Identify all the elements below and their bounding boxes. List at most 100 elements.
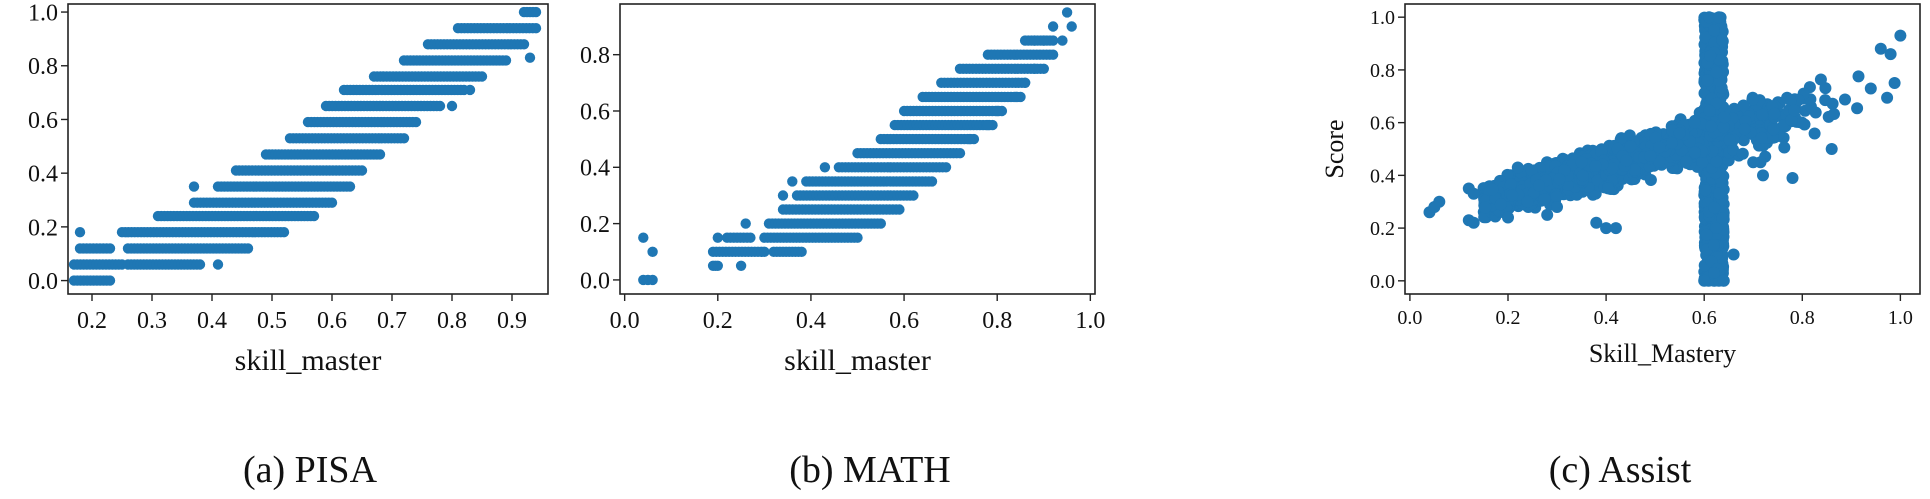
data-point: [647, 246, 658, 257]
data-point: [740, 218, 751, 229]
data-point: [787, 176, 798, 187]
data-point-vertical-cluster: [1707, 239, 1720, 251]
chart-assist: 0.0 0.2 0.4 0.6 0.8 1.0 0.0 0.2 0.4 0.6 0.8 1.0 Skil…: [1320, 3, 1921, 368]
data-point-trend-cluster: [1703, 104, 1716, 117]
data-point-trend-cluster: [1606, 162, 1619, 175]
data-point: [964, 133, 975, 145]
data-point-trend-cluster: [1864, 82, 1877, 95]
plot-frame: [619, 3, 1096, 295]
chart-caption-math: (b) MATH: [789, 449, 951, 491]
data-point-band-16: [500, 55, 512, 66]
data-point-trend-cluster: [1589, 160, 1602, 172]
data-point: [1521, 195, 1534, 208]
data-point-trend-cluster: [1723, 134, 1736, 146]
data-point-trend-cluster: [1839, 93, 1851, 106]
data-point: [1511, 161, 1524, 174]
data-point-band-1: [759, 246, 770, 257]
plot-frame: [1404, 3, 1921, 295]
data-point-vertical-cluster: [1701, 74, 1714, 87]
data-point-trend-cluster: [1504, 178, 1517, 191]
x-tick-label: 0.0: [610, 308, 640, 334]
data-point-band-3: [104, 243, 116, 254]
data-point-band-7: [908, 190, 919, 201]
data-point-trend-cluster: [1788, 104, 1801, 117]
data-point-trend-cluster: [1525, 164, 1538, 177]
x-tick-label: 0.4: [1594, 307, 1619, 329]
data-point-trend-cluster: [1494, 198, 1507, 211]
data-point-trend-cluster: [1738, 123, 1751, 136]
x-axis-label: skill_master: [784, 344, 931, 377]
x-tick-label: 0.2: [1496, 307, 1521, 329]
data-point-trend-cluster: [1643, 160, 1656, 173]
chart-math: 0.0 0.2 0.4 0.6 0.8 1.0 0.0 0.2 0.4 0.6 0.8 skill_m…: [580, 3, 1105, 377]
y-tick-label: 0.8: [580, 43, 610, 69]
data-point: [1029, 35, 1040, 46]
data-point: [1786, 172, 1799, 184]
data-point-trend-cluster: [1479, 201, 1492, 214]
data-point: [712, 232, 723, 243]
data-point-trend-cluster: [1696, 156, 1709, 169]
data-point-trend-cluster: [1828, 108, 1840, 120]
chart-pisa: 0.2 0.3 0.4 0.5 0.6 0.7 0.8 0.9 0.0 0.2 0.4 0.6 0.8 1…: [0, 0, 549, 377]
data-point: [1019, 77, 1031, 89]
data-point-trend-cluster: [1576, 169, 1589, 182]
data-point-band-3: [745, 232, 756, 243]
y-tick-label: 0.6: [1370, 113, 1395, 135]
data-point: [1047, 21, 1059, 32]
chart-caption-assist: (c) Assist: [1548, 449, 1692, 491]
data-point: [647, 274, 658, 286]
y-axis-label: Score: [1320, 119, 1349, 178]
data-point-trend-cluster: [1533, 179, 1545, 192]
data-point-band-2: [194, 259, 206, 270]
data-points: [638, 7, 1077, 286]
data-point: [1467, 216, 1480, 229]
y-tick-label: 0.4: [1370, 165, 1395, 187]
data-point: [777, 190, 789, 201]
data-point-trend-cluster: [1649, 131, 1662, 144]
data-point: [1757, 169, 1769, 182]
data-point-trend-cluster: [1561, 179, 1574, 191]
data-point: [992, 105, 1003, 117]
data-point-trend-cluster: [1486, 183, 1499, 196]
data-point: [819, 162, 831, 173]
data-point-band-9: [940, 162, 952, 173]
data-point-trend-cluster: [1736, 147, 1749, 160]
data-point-trend-cluster: [1653, 141, 1666, 154]
data-point: [1703, 11, 1716, 24]
x-tick-label: 0.4: [197, 308, 227, 334]
data-point: [1673, 127, 1686, 140]
data-point: [1010, 91, 1021, 103]
data-point: [1066, 21, 1077, 32]
data-point: [1747, 156, 1760, 169]
data-points: [68, 6, 542, 286]
data-point-trend-cluster: [1558, 164, 1571, 177]
data-point-trend-cluster: [1784, 94, 1797, 107]
data-point-vertical-cluster: [1699, 31, 1712, 44]
data-point: [1708, 266, 1720, 279]
data-point: [1712, 11, 1725, 24]
y-tick-label: 0.0: [1370, 271, 1395, 293]
data-point: [188, 181, 200, 192]
data-points: [1423, 11, 1907, 287]
data-point-trend-cluster: [1809, 106, 1822, 119]
data-point-band-9: [356, 165, 368, 176]
data-point-trend-cluster: [1746, 93, 1759, 106]
x-tick-label: 0.2: [703, 308, 733, 334]
x-tick-label: 0.5: [257, 308, 287, 334]
data-point: [1057, 35, 1068, 46]
data-point-band-17: [518, 39, 530, 50]
data-point-band-18: [1047, 35, 1059, 46]
data-point: [1541, 208, 1554, 221]
data-point-band-16: [1038, 63, 1049, 74]
data-point-trend-cluster: [1620, 154, 1633, 167]
data-point-trend-cluster: [1602, 182, 1615, 195]
data-point: [464, 84, 476, 96]
data-point: [1575, 156, 1588, 169]
data-point-trend-cluster: [1755, 131, 1768, 144]
x-tick-label: 0.6: [889, 308, 919, 334]
x-tick-label: 0.6: [1692, 307, 1717, 329]
data-point: [1884, 48, 1897, 61]
data-point-band-0: [104, 275, 116, 286]
data-point: [1698, 274, 1711, 287]
y-tick-label: 0.2: [1370, 218, 1395, 240]
